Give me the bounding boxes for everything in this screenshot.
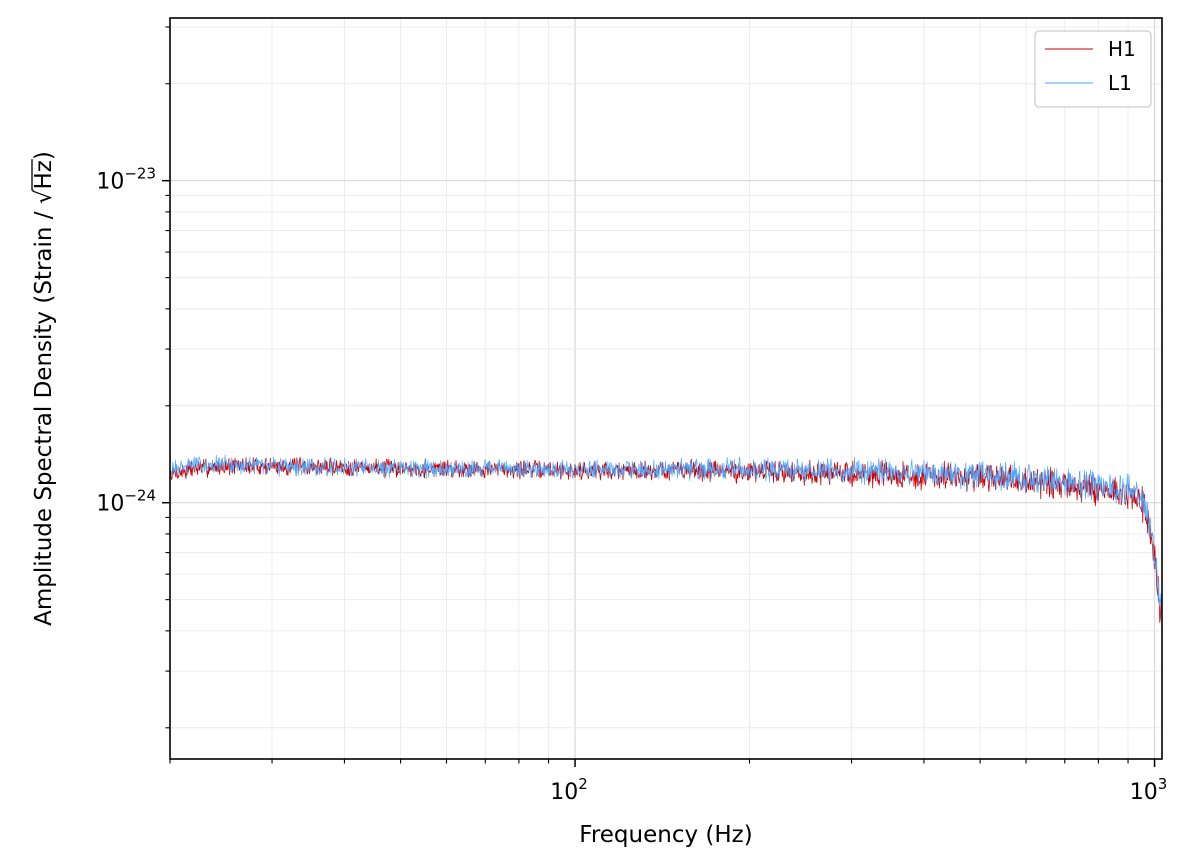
y-tick-label-base: 10 [96, 492, 124, 517]
legend-label-l1: L1 [1108, 71, 1132, 95]
x-tick-label-base: 10 [1130, 780, 1158, 805]
legend: H1 L1 [1034, 30, 1152, 108]
y-axis-label-prefix: Amplitude Spectral Density (Strain / [31, 204, 57, 626]
y-tick-label-exponent: −23 [124, 165, 156, 183]
x-tick-label-exponent: 3 [1158, 775, 1168, 793]
x-tick-label: 102 [550, 775, 588, 805]
y-axis-label-suffix: ) [31, 151, 57, 160]
grid [169, 18, 1162, 759]
series-layer [169, 454, 1163, 623]
y-axis-label-radicand: Hz [31, 160, 57, 189]
x-axis-label: Frequency (Hz) [579, 822, 752, 848]
x-tick-label-exponent: 2 [578, 775, 588, 793]
plot-frame [169, 17, 1163, 760]
axis-ticks [162, 26, 1156, 767]
y-axis-label: Amplitude Spectral Density (Strain / √Hz… [31, 151, 57, 626]
x-tick-label: 103 [1130, 775, 1168, 805]
y-tick-label-exponent: −24 [124, 487, 156, 505]
y-axis-label-radical: √ [31, 189, 57, 204]
y-tick-label: 10−23 [96, 165, 156, 195]
x-tick-label-base: 10 [550, 780, 578, 805]
plot-area [170, 18, 1162, 759]
series-line-l1 [169, 454, 1163, 612]
legend-label-h1: H1 [1108, 37, 1136, 61]
y-tick-label: 10−24 [96, 487, 156, 517]
series-line-h1 [169, 456, 1163, 623]
legend-box [1034, 30, 1152, 108]
y-tick-label-base: 10 [96, 170, 124, 195]
